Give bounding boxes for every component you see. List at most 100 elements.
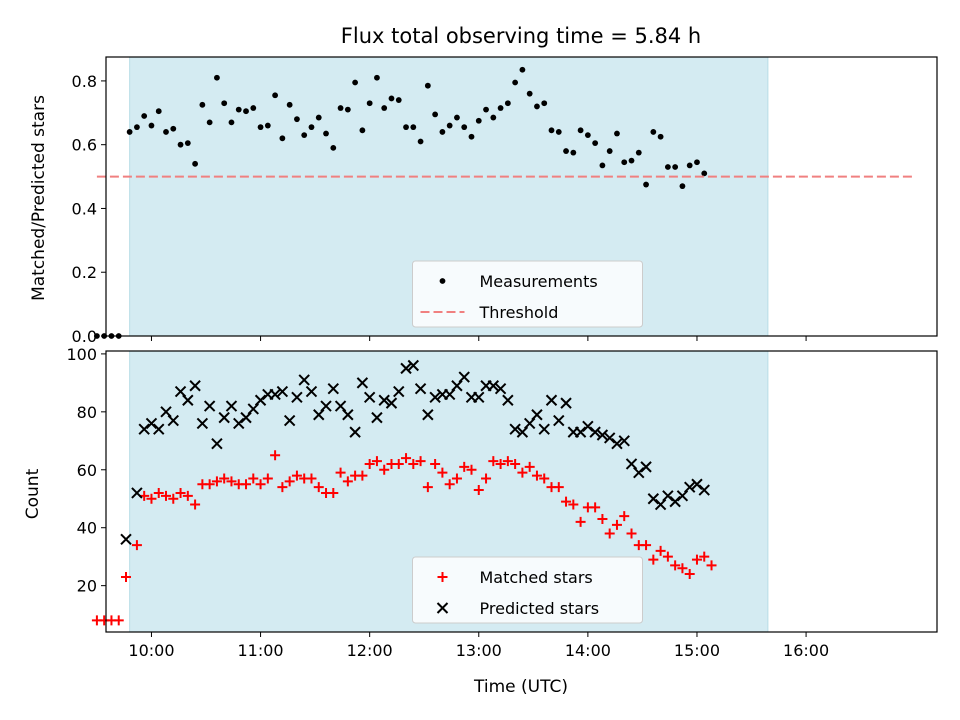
data-point (686, 162, 693, 169)
data-point (330, 144, 337, 151)
data-point (563, 148, 569, 154)
data-point (364, 458, 375, 469)
y-tick-label: 0.6 (72, 136, 97, 155)
data-point (250, 105, 257, 111)
data-point (190, 499, 201, 510)
data-point (153, 423, 165, 435)
data-point (451, 473, 462, 484)
data-point (512, 79, 519, 86)
data-point (294, 116, 300, 123)
data-point (182, 490, 193, 501)
series-matched-stars (91, 450, 717, 626)
data-point (120, 533, 132, 546)
data-point (400, 362, 412, 375)
data-point (153, 487, 164, 498)
data-point (541, 100, 548, 107)
data-point (146, 493, 157, 504)
data-point (121, 571, 132, 582)
data-point (221, 100, 228, 107)
data-point (621, 159, 628, 166)
data-point (699, 551, 710, 562)
data-point (233, 417, 245, 430)
ratio-panel: 0.0 0.2 0.4 0.6 0.8 Measurements Threshold (72, 56, 938, 346)
data-point (468, 133, 475, 140)
data-point (611, 437, 623, 450)
data-point (226, 476, 237, 487)
data-point (206, 119, 213, 126)
y-tick-label: 80 (77, 403, 97, 422)
data-point (344, 106, 351, 113)
data-point (459, 461, 470, 472)
data-point (691, 478, 703, 490)
data-point (458, 371, 470, 383)
data-point (342, 409, 354, 421)
data-point (393, 385, 405, 398)
y-tick-label: 0.0 (72, 327, 97, 346)
data-point (545, 394, 558, 406)
data-point (575, 516, 586, 527)
data-point (255, 479, 266, 490)
data-point (494, 382, 507, 395)
data-point (664, 164, 671, 170)
data-point (381, 105, 388, 111)
data-point (670, 560, 681, 571)
data-point (385, 397, 398, 409)
data-point (182, 394, 194, 406)
data-point (574, 426, 587, 438)
data-point (204, 479, 215, 490)
x-tick-label: 16:00 (783, 641, 829, 660)
x-tick-label: 10:00 (128, 641, 174, 660)
data-point (424, 82, 431, 89)
data-point (502, 456, 513, 467)
legend-marker (439, 278, 446, 284)
y-tick-label: 0.2 (72, 263, 97, 282)
data-point (243, 108, 249, 115)
data-point (475, 117, 482, 124)
data-point (633, 466, 645, 479)
data-point (422, 482, 433, 493)
data-point (443, 388, 456, 401)
data-point (592, 140, 599, 146)
data-point (488, 456, 499, 467)
data-point (145, 417, 158, 430)
data-point (301, 132, 308, 139)
data-point (284, 476, 295, 487)
data-point (163, 129, 169, 135)
series-predicted-stars (120, 359, 710, 546)
data-point (388, 95, 395, 102)
data-point (211, 437, 223, 450)
data-point (510, 458, 521, 469)
data-point (168, 493, 179, 504)
data-point (553, 414, 565, 427)
data-point (619, 511, 630, 522)
data-point (359, 127, 366, 134)
data-point (184, 140, 191, 146)
data-point (654, 498, 667, 511)
data-point (432, 111, 439, 118)
data-point (219, 473, 230, 484)
data-point (635, 149, 642, 156)
data-point (677, 563, 688, 574)
data-point (276, 385, 289, 398)
data-point (657, 133, 664, 140)
data-point (568, 499, 579, 510)
data-point (189, 380, 201, 392)
data-point (614, 130, 620, 137)
data-point (672, 164, 679, 170)
data-point (570, 149, 577, 156)
legend-marker (436, 602, 449, 614)
data-point (240, 411, 252, 424)
data-point (698, 484, 710, 496)
data-point (655, 545, 666, 556)
data-point (356, 377, 369, 389)
data-point (577, 127, 584, 134)
data-point (662, 490, 674, 502)
data-point (148, 122, 155, 129)
data-point (342, 476, 353, 487)
data-point (531, 409, 543, 421)
data-point (553, 482, 564, 493)
data-point (395, 97, 402, 103)
data-point (597, 514, 608, 525)
data-point (291, 391, 303, 404)
data-point (235, 106, 242, 113)
